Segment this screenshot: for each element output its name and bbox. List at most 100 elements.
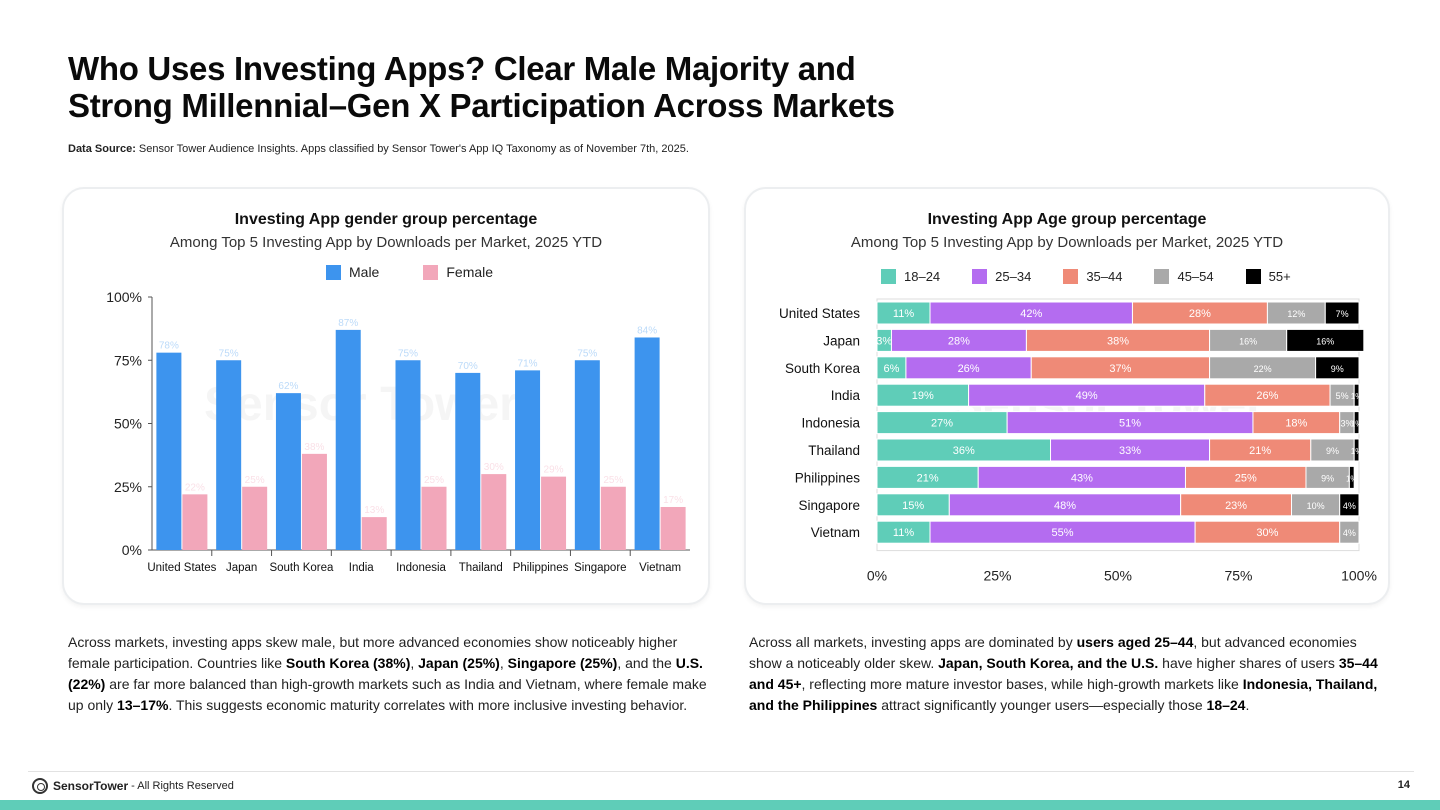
data-label-55-united-states: 7% [1336, 309, 1349, 319]
y-category-label: India [831, 388, 861, 403]
x-tick-label: 0% [867, 568, 887, 584]
data-label-male-singapore: 75% [577, 348, 597, 359]
legend-swatch-18-24 [881, 269, 896, 284]
age-chart-card: Sensor Tower Investing App Age group per… [744, 187, 1390, 605]
data-label-55-philippines: 1% [1346, 474, 1358, 483]
data-label-female-south-korea: 38% [304, 442, 324, 453]
segment-55-japan [1286, 328, 1365, 352]
data-label-55-indonesia: 1% [1351, 420, 1363, 429]
gender-bar-chart: 0% 25% 50% 75% 100% 78% 22% United States 75% 25%… [106, 289, 690, 574]
data-label-25-34-singapore: 48% [1054, 500, 1076, 512]
age-chart-title: Investing App Age group percentage [927, 211, 1207, 228]
data-label-55-thailand: 1% [1351, 447, 1363, 456]
data-label-male-india: 87% [338, 318, 358, 329]
gender-commentary-run: , [499, 655, 508, 671]
segment-45-54-vietnam [1339, 520, 1360, 544]
data-label-35-44-vietnam: 30% [1256, 527, 1278, 539]
bar-male-south-korea [275, 393, 301, 550]
gender-chart-subtitle: Among Top 5 Investing App by Downloads p… [169, 234, 603, 251]
data-label-male-south-korea: 62% [278, 381, 298, 392]
bar-male-japan [216, 360, 242, 550]
data-label-35-44-singapore: 23% [1225, 500, 1247, 512]
age-commentary-run: attract significantly younger users—espe… [877, 697, 1207, 713]
bar-female-vietnam [660, 506, 686, 550]
x-tick-label: Vietnam [639, 562, 681, 574]
bar-female-philippines [541, 476, 567, 550]
bar-female-united-states [182, 494, 208, 550]
data-label-female-united-states: 22% [185, 482, 205, 493]
legend-item-male: Male [326, 264, 379, 280]
age-commentary-run: , but advanced economies show a noticeab… [749, 634, 1357, 671]
data-label-45-54-vietnam: 4% [1343, 528, 1356, 538]
y-category-label: Indonesia [801, 416, 860, 431]
data-label-45-54-philippines: 9% [1321, 473, 1334, 483]
y-category-label: United States [779, 306, 860, 321]
age-stacked-bar-chart: 11% 42% 28% 12% 7% United States 3% 28% 38% 16% 16… [779, 298, 1377, 584]
age-commentary-run-bold: Japan, South Korea, and the U.S. [938, 655, 1159, 671]
age-commentary-run-bold: Indonesia, Thailand, and the Philippines [749, 676, 1378, 713]
gender-chart-card: Sensor Tower Investing App gender group … [62, 187, 710, 605]
legend-item-female: Female [423, 264, 493, 280]
bar-male-vietnam [634, 337, 660, 550]
age-commentary-run-bold: users aged 25–44 [1076, 634, 1194, 650]
y-category-label: Thailand [808, 443, 860, 458]
bar-female-indonesia [421, 486, 447, 550]
gender-commentary-run: , [410, 655, 419, 671]
x-tick-label: 75% [1224, 568, 1252, 584]
data-label-45-54-thailand: 9% [1326, 446, 1339, 456]
data-label-25-34-india: 49% [1076, 390, 1098, 402]
segment-55-south-korea [1315, 356, 1360, 380]
data-label-18-24-vietnam: 11% [893, 527, 914, 539]
gender-legend: Male Female [326, 264, 537, 280]
x-tick-label: Thailand [459, 562, 503, 574]
x-tick-label: Singapore [574, 562, 626, 574]
age-commentary-run-bold: 35–44 and 45+ [749, 655, 1378, 692]
age-chart-subtitle: Among Top 5 Investing App by Downloads p… [850, 234, 1284, 251]
y-tick-label: 25% [114, 479, 142, 495]
legend-swatch-male [326, 264, 341, 280]
y-category-label: Japan [823, 333, 860, 348]
footer-divider [28, 771, 1414, 772]
data-label-35-44-india: 26% [1256, 390, 1278, 402]
x-tick-label: 100% [1341, 568, 1377, 584]
gender-commentary-run-bold: U.S. (22%) [68, 655, 703, 692]
data-source-text: Sensor Tower Audience Insights. Apps cla… [138, 143, 689, 155]
age-commentary: Across all markets, investing apps are d… [749, 632, 1379, 716]
footer-rights: - All Rights Reserved [131, 780, 234, 792]
gender-commentary-run: are far more balanced than high-growth m… [68, 676, 707, 713]
data-source-note: Data Source: Sensor Tower Audience Insig… [68, 143, 689, 155]
age-commentary-run: . [1245, 697, 1250, 713]
legend-swatch-35-44 [1063, 269, 1079, 284]
legend-item-18-24: 18–24 [881, 269, 940, 284]
bar-male-indonesia [395, 360, 421, 550]
age-commentary-run-bold: 18–24 [1206, 697, 1246, 713]
age-commentary-run: have higher shares of users [1158, 655, 1339, 671]
bar-male-india [335, 329, 361, 550]
sensor-tower-logo-icon [32, 778, 48, 794]
data-label-45-54-japan: 16% [1239, 336, 1257, 346]
data-label-45-54-united-states: 12% [1287, 309, 1305, 319]
page-title-line-1: Who Uses Investing Apps? Clear Male Majo… [68, 50, 856, 87]
data-label-25-34-south-korea: 26% [958, 363, 980, 375]
legend-item-45-54: 45–54 [1154, 269, 1214, 284]
legend-swatch-55-plus [1245, 269, 1261, 284]
bar-male-philippines [515, 370, 541, 550]
bar-male-thailand [455, 372, 481, 550]
data-label-18-24-south-korea: 6% [884, 363, 900, 375]
gender-commentary-run-bold: South Korea (38%) [285, 655, 411, 671]
gender-commentary-run-bold: Japan (25%) [418, 655, 500, 671]
bar-female-india [361, 517, 387, 550]
data-label-female-philippines: 29% [544, 465, 564, 476]
legend-swatch-female [423, 264, 439, 280]
data-label-female-thailand: 30% [484, 462, 504, 473]
gender-commentary-run: . This suggests economic maturity correl… [168, 697, 688, 713]
bar-female-south-korea [301, 453, 327, 550]
bottom-accent-bar [0, 800, 1440, 810]
data-label-male-united-states: 78% [159, 341, 179, 352]
segment-55-philippines [1348, 465, 1355, 489]
legend-label-35-44: 35–44 [1086, 269, 1123, 284]
x-tick-label: United States [147, 562, 216, 574]
data-label-female-india: 13% [364, 505, 384, 516]
bar-male-singapore [574, 360, 600, 550]
bar-male-united-states [156, 352, 182, 550]
